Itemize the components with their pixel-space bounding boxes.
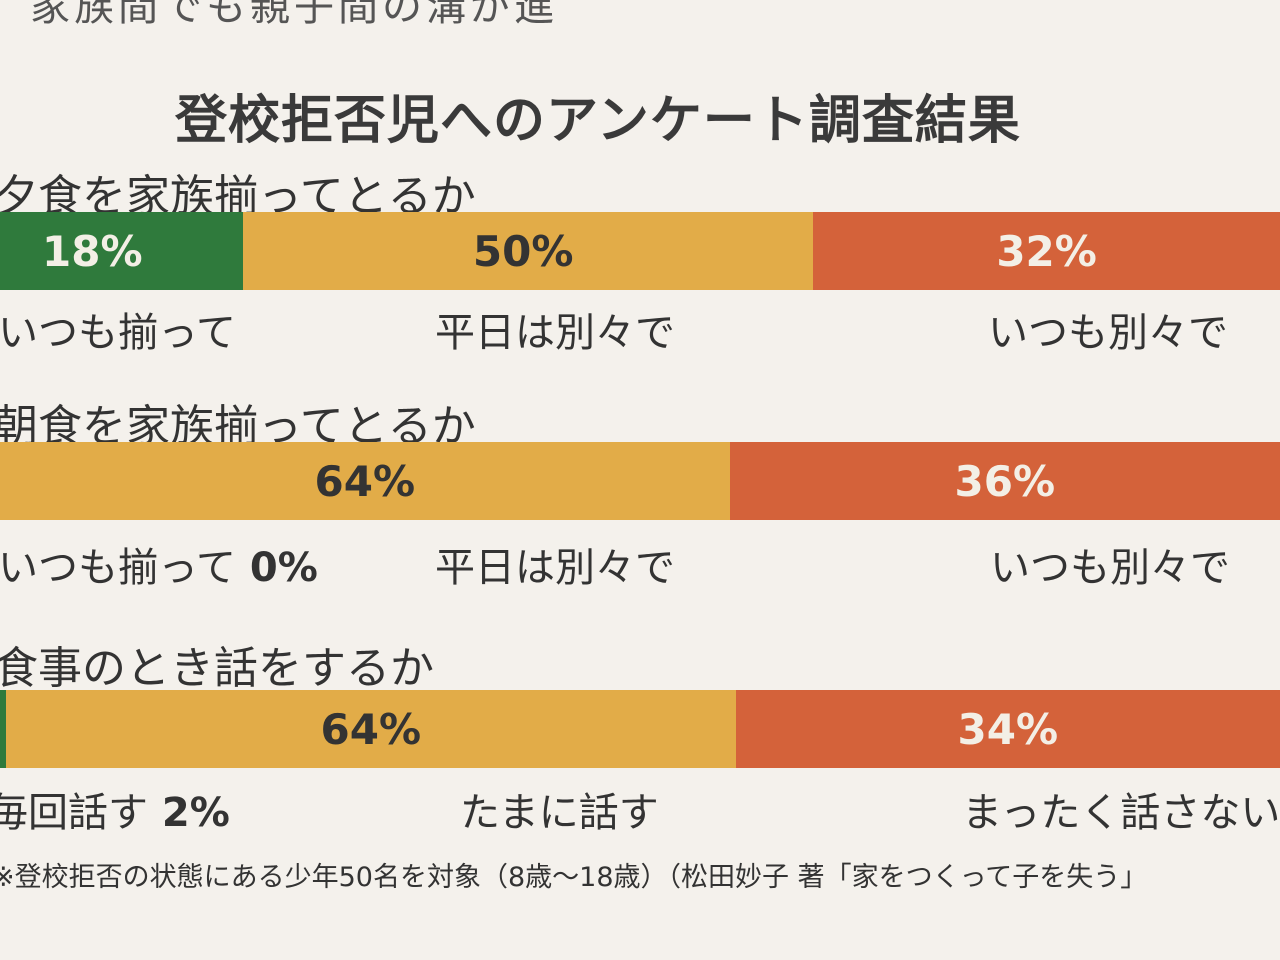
category-label: 毎回話す 2% <box>0 780 230 838</box>
bar-segment: 64% <box>0 442 730 520</box>
category-label: いつも揃って 0% <box>0 535 318 593</box>
category-name: 毎回話す <box>0 790 148 836</box>
category-label: いつも別々で <box>988 300 1228 358</box>
value-label: 50% <box>472 226 574 276</box>
category-name: 平日は別々で <box>435 310 675 356</box>
bar-segment: 32% <box>813 212 1280 290</box>
bar-segment: 36% <box>729 442 1280 520</box>
bar-segment <box>0 690 6 768</box>
category-name: いつも揃って <box>0 310 236 356</box>
category-label: 平日は別々で <box>435 535 675 593</box>
stacked-bar: 64% 34% <box>0 690 1280 768</box>
value-label: 64% <box>314 456 416 506</box>
category-label: たまに話す <box>460 780 659 838</box>
category-name: いつも揃って <box>0 545 236 591</box>
category-label: 平日は別々で <box>435 300 675 358</box>
stacked-bar: 18% 50% 32% <box>0 212 1280 290</box>
category-name: 平日は別々で <box>435 545 675 591</box>
category-label: いつも揃って <box>0 300 236 358</box>
stacked-bar: 64% 36% <box>0 442 1280 520</box>
bar-segment: 34% <box>735 690 1280 768</box>
bar-segment: 64% <box>6 690 736 768</box>
category-name: まったく話さない <box>962 790 1280 836</box>
value-label: 0% <box>236 545 318 591</box>
value-label: 2% <box>148 790 230 836</box>
value-label: 18% <box>42 226 143 276</box>
category-name: いつも別々で <box>990 545 1230 591</box>
cropped-heading: 家族間でも親子間の溝が進 <box>30 0 558 30</box>
category-name: いつも別々で <box>988 310 1228 356</box>
bar-segment: 18% <box>0 212 244 290</box>
chart-title: 登校拒否児へのアンケート調査結果 <box>175 91 1021 151</box>
value-label: 64% <box>320 704 422 754</box>
category-label: まったく話さない <box>962 780 1280 838</box>
question-label: 食事のとき話をするか <box>0 643 434 694</box>
bar-segment: 50% <box>243 212 814 290</box>
category-label: いつも別々で <box>990 535 1230 593</box>
category-name: たまに話す <box>460 790 659 836</box>
value-label: 36% <box>954 456 1056 506</box>
footnote: ※登校拒否の状態にある少年50名を対象（8歳〜18歳）（松田妙子 著「家をつくっ… <box>0 862 1148 893</box>
value-label: 32% <box>996 226 1097 276</box>
value-label: 34% <box>957 704 1059 754</box>
